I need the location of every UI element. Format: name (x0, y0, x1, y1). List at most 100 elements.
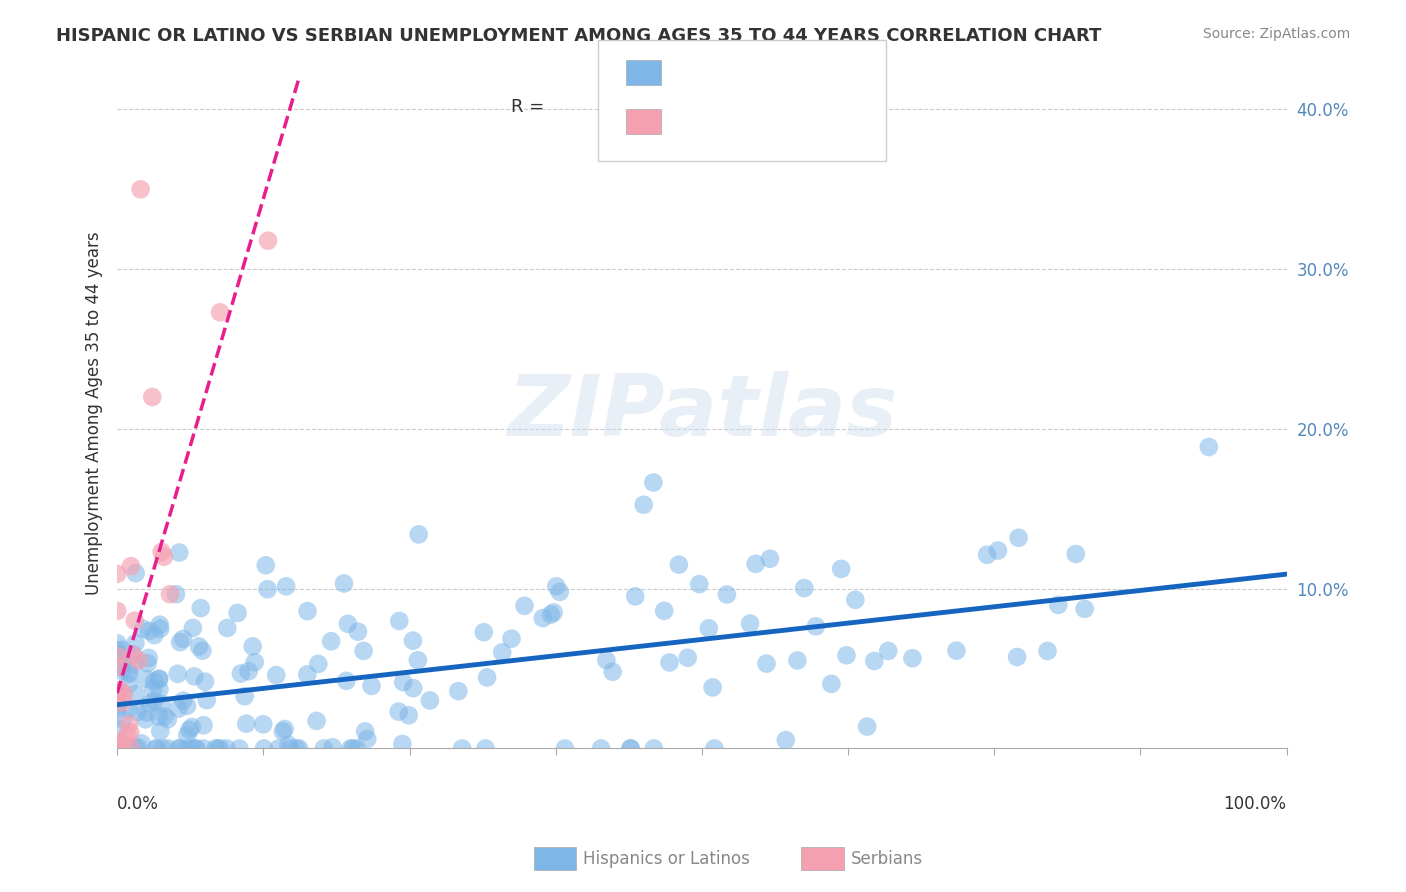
Point (148, 682, 170, 697)
Point (115, 741, 138, 756)
Point (120, 725, 142, 739)
Point (228, 741, 250, 756)
Point (131, 736, 153, 750)
Point (107, 659, 129, 673)
Point (901, 651, 924, 665)
Point (643, 741, 665, 756)
Point (149, 622, 172, 636)
Point (1036, 644, 1059, 658)
Point (602, 665, 624, 679)
Point (976, 548, 998, 562)
Point (229, 666, 252, 681)
Point (354, 724, 377, 739)
Point (111, 696, 134, 710)
Point (207, 741, 229, 756)
Text: Serbians: Serbians (851, 850, 922, 868)
Point (238, 665, 260, 679)
Text: N =: N = (745, 112, 785, 129)
Point (447, 684, 470, 698)
Point (209, 305, 232, 319)
Point (156, 741, 179, 756)
Point (107, 741, 129, 756)
Point (172, 632, 194, 646)
Point (136, 657, 159, 671)
Point (135, 712, 157, 726)
Point (156, 712, 179, 726)
Point (105, 702, 128, 716)
Point (107, 685, 129, 699)
Point (356, 731, 378, 746)
Point (110, 741, 132, 756)
Point (406, 653, 429, 667)
Point (267, 741, 290, 756)
Point (863, 654, 886, 668)
Point (451, 741, 474, 756)
Point (513, 599, 536, 613)
Point (117, 665, 139, 680)
Point (176, 728, 198, 742)
Point (652, 604, 675, 618)
Point (105, 636, 128, 650)
Point (1007, 531, 1029, 545)
Point (150, 545, 173, 559)
Point (110, 660, 132, 674)
Point (336, 616, 359, 631)
Point (184, 741, 207, 756)
Text: N =: N = (745, 62, 785, 80)
Point (235, 716, 257, 731)
Point (181, 621, 204, 635)
Point (135, 706, 157, 720)
Point (1064, 547, 1087, 561)
Point (624, 590, 647, 604)
Point (105, 683, 128, 698)
Point (321, 634, 343, 648)
Text: R =: R = (510, 97, 550, 116)
Point (141, 390, 163, 404)
Y-axis label: Unemployment Among Ages 35 to 44 years: Unemployment Among Ages 35 to 44 years (86, 231, 103, 595)
Point (312, 741, 335, 756)
Point (716, 587, 738, 601)
Point (111, 741, 134, 756)
Point (148, 672, 170, 686)
Point (595, 653, 617, 667)
Point (138, 651, 160, 665)
Point (118, 666, 141, 681)
Point (271, 724, 294, 739)
Point (112, 741, 135, 756)
Point (122, 657, 145, 672)
Point (117, 741, 139, 756)
Text: 0.845: 0.845 (703, 111, 765, 130)
Point (107, 698, 129, 712)
Point (548, 585, 571, 599)
Point (127, 705, 149, 719)
Point (125, 687, 148, 701)
Point (179, 723, 201, 737)
Point (546, 579, 568, 593)
Point (127, 740, 149, 755)
Point (254, 558, 277, 573)
Point (204, 741, 226, 756)
Point (491, 645, 513, 659)
Point (122, 648, 145, 662)
Point (1198, 440, 1220, 454)
Point (110, 683, 132, 698)
Point (253, 741, 276, 756)
Point (554, 741, 576, 756)
Point (105, 604, 128, 618)
Point (167, 741, 190, 756)
Point (322, 740, 344, 755)
Point (392, 675, 415, 690)
Point (143, 628, 166, 642)
Point (945, 643, 967, 657)
Point (105, 648, 128, 663)
Point (143, 674, 166, 689)
Point (124, 636, 146, 650)
Point (110, 735, 132, 749)
Point (419, 693, 441, 707)
Point (194, 674, 217, 689)
Point (169, 635, 191, 649)
Point (153, 549, 176, 564)
Point (472, 625, 495, 640)
Point (120, 741, 142, 756)
Point (339, 741, 361, 756)
